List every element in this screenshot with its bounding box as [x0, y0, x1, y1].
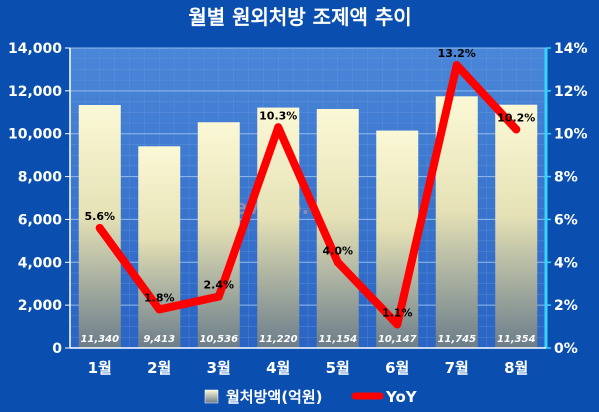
yoy-point-3월: [214, 292, 223, 301]
y-right-tick-label: 6%: [554, 212, 578, 228]
yoy-value-labels: 5.6% 1.8% 2.4% 10.3% 4.0% 1.1% 13.2% 10.2%: [84, 47, 535, 319]
yoy-value-label: 4.0%: [322, 244, 353, 257]
yoy-value-label: 2.4%: [203, 279, 234, 292]
y-left-tick-label: 12,000: [8, 84, 62, 100]
y-left-tick-label: 4,000: [18, 255, 63, 271]
x-tick-label: 4월: [266, 359, 290, 377]
bar-value-labels: 11,340 9,413 10,536 11,220 11,154 10,147 11,74…: [80, 334, 535, 345]
yoy-value-label: 1.8%: [144, 291, 175, 304]
y-left-tick-label: 14,000: [8, 41, 62, 57]
axes: [65, 47, 551, 349]
yoy-point-8월: [512, 125, 521, 134]
bar-value-label: 10,536: [199, 334, 238, 345]
x-tick-label: 1월: [88, 359, 112, 377]
yoy-point-1월: [95, 224, 104, 232]
bar-value-label: 11,220: [259, 334, 298, 345]
x-tick-label: 8월: [504, 359, 528, 377]
yoy-value-label: 10.2%: [497, 111, 535, 124]
yoy-value-label: 1.1%: [382, 306, 413, 319]
tick-labels: 0 2,000 4,000 6,000 8,000 10,000 12,000 14,000 0…: [8, 41, 588, 377]
y-right-tick-label: 2%: [554, 298, 578, 314]
y-right-tick-label: 12%: [554, 84, 588, 100]
y-left-tick-label: 0: [52, 341, 62, 357]
x-tick-label: 2월: [147, 359, 171, 377]
yoy-point-2월: [155, 305, 164, 314]
legend-line-label: YoY: [385, 388, 418, 406]
x-tick-label: 5월: [326, 359, 350, 377]
yoy-value-label: 13.2%: [438, 47, 476, 60]
legend-bar-swatch: [204, 389, 219, 404]
bar-value-label: 9,413: [143, 334, 175, 345]
yoy-point-6월: [393, 320, 402, 329]
y-left-tick-label: 2,000: [18, 298, 63, 314]
yoy-value-label: 5.6%: [84, 210, 115, 223]
bar-value-label: 11,354: [497, 334, 536, 345]
bar-4월: [257, 107, 300, 348]
x-tick-label: 3월: [207, 359, 231, 377]
bar-value-label: 11,340: [80, 334, 119, 345]
yoy-point-4월: [274, 123, 283, 132]
bar-value-label: 10,147: [378, 334, 417, 345]
y-right-tick-label: 0%: [554, 341, 578, 357]
y-right-tick-label: 8%: [554, 170, 578, 186]
bar-8월: [495, 104, 538, 348]
legend-bar-label: 월처방액(억원): [226, 388, 323, 406]
y-left-tick-label: 8,000: [18, 170, 63, 186]
y-left-tick-label: 10,000: [8, 127, 62, 143]
bar-value-label: 11,745: [437, 334, 476, 345]
bar-2월: [138, 146, 181, 348]
yoy-point-5월: [333, 258, 342, 267]
x-tick-label: 7월: [445, 359, 469, 377]
yoy-line-series: [95, 61, 521, 329]
x-tick-label: 6월: [385, 359, 409, 377]
yoy-line: [95, 61, 521, 329]
y-right-tick-label: 14%: [554, 41, 588, 57]
bar-3월: [197, 122, 240, 348]
chart-title: 월별 원외처방 조제액 추이: [188, 5, 411, 29]
y-left-tick-label: 6,000: [18, 212, 63, 228]
yoy-value-label: 10.3%: [259, 109, 297, 122]
y-right-tick-label: 10%: [554, 127, 588, 143]
legend: 월처방액(억원) YoY: [204, 388, 418, 406]
y-right-tick-label: 4%: [554, 255, 578, 271]
bar-value-label: 11,154: [318, 334, 357, 345]
yoy-point-7월: [452, 61, 461, 70]
